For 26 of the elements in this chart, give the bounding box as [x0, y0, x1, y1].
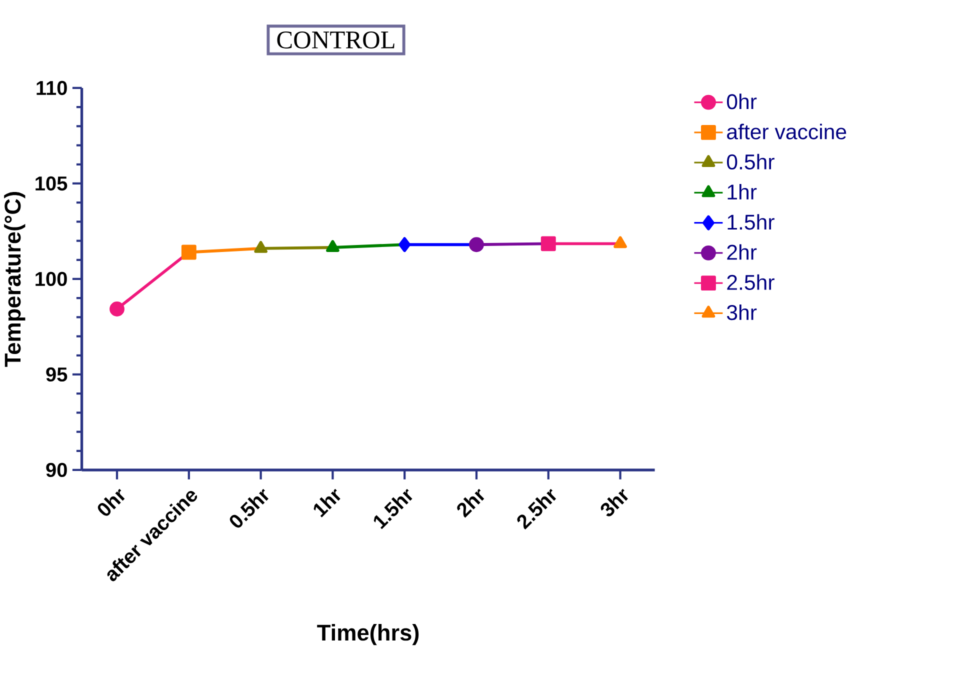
x-tick-label: 2hr	[457, 488, 484, 518]
legend-label: after vaccine	[727, 124, 846, 140]
x-tick-label: 1hr	[314, 488, 340, 518]
legend-label: 3hr	[726, 304, 757, 320]
y-tick-label: 100	[36, 272, 67, 286]
legend-label: 1hr	[728, 184, 757, 200]
x-axis-title: Time(hrs)	[317, 624, 419, 646]
y-tick-label: 90	[46, 462, 67, 478]
y-tick-label: 105	[36, 176, 68, 191]
x-tick-label: 3hr	[600, 488, 628, 516]
legend-label: 0.5hr	[726, 154, 774, 170]
point	[614, 236, 627, 248]
chart-title: CONTROL	[277, 31, 394, 48]
y-axis-title: Temperature(°C)	[4, 192, 26, 367]
legend-label: 1.5hr	[728, 214, 774, 230]
x-tick-label: 0hr	[98, 488, 125, 516]
point	[181, 244, 196, 260]
point	[540, 236, 556, 252]
legend-label: 0hr	[726, 94, 757, 110]
point	[469, 237, 484, 252]
y-tick-label: 110	[36, 80, 67, 96]
point	[110, 302, 124, 316]
y-tick-label: 95	[46, 367, 68, 382]
point	[398, 237, 411, 252]
legend-label: 2hr	[727, 244, 757, 260]
legend-label: 2.5hr	[727, 274, 774, 290]
